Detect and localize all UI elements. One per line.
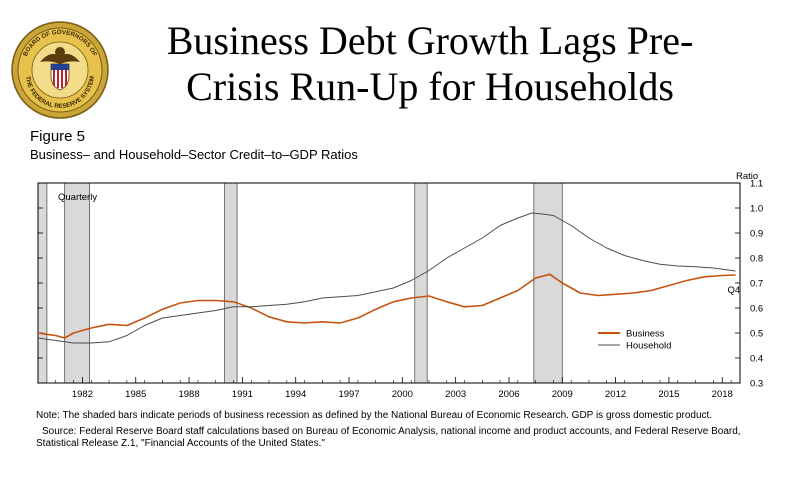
y-tick-label-4: 0.7 — [750, 279, 763, 290]
y-tick-label-3: 0.6 — [750, 304, 763, 315]
note-text: Note: The shaded bars indicate periods o… — [36, 410, 713, 421]
x-tick-label-3: 1991 — [232, 389, 253, 400]
series-line-business — [37, 273, 736, 339]
y-axis-label: Ratio — [736, 171, 758, 182]
x-tick-label-12: 2018 — [712, 389, 733, 400]
figure-label: Figure 5 — [30, 128, 86, 145]
slide-title: Business Debt Growth Lags Pre-Crisis Run… — [166, 18, 694, 109]
x-tick-label-4: 1994 — [285, 389, 306, 400]
recession-bar-1 — [64, 182, 90, 384]
y-tick-label-7: 1.0 — [750, 204, 763, 215]
y-tick-label-1: 0.4 — [750, 354, 763, 365]
series-line-household — [37, 212, 736, 344]
y-tick-label-5: 0.8 — [750, 254, 763, 265]
y-tick-label-8: 1.1 — [750, 179, 763, 190]
x-tick-label-0: 1982 — [72, 389, 93, 400]
y-tick-label-2: 0.5 — [750, 329, 763, 340]
source-text: Source: Federal Reserve Board staff calc… — [36, 425, 741, 450]
x-tick-label-8: 2006 — [498, 389, 519, 400]
x-tick-label-2: 1988 — [178, 389, 199, 400]
recession-bar-4 — [533, 182, 563, 384]
frequency-label: Quarterly — [58, 192, 97, 203]
x-tick-label-1: 1985 — [125, 389, 146, 400]
x-tick-label-7: 2003 — [445, 389, 466, 400]
x-tick-label-9: 2009 — [552, 389, 573, 400]
recession-bar-2 — [224, 182, 238, 384]
y-tick-label-0: 0.3 — [750, 379, 763, 390]
series-end-label: Q4 — [728, 285, 741, 296]
x-tick-label-6: 2000 — [392, 389, 413, 400]
recession-bar-3 — [414, 182, 428, 384]
y-tick-label-6: 0.9 — [750, 229, 763, 240]
legend-label-household: Household — [626, 341, 671, 352]
x-tick-label-11: 2015 — [658, 389, 679, 400]
federal-reserve-seal-logo: BOARD OF GOVERNORS OF THE FEDERAL RESERV… — [11, 21, 109, 119]
plot-frame — [37, 182, 741, 384]
x-tick-label-10: 2012 — [605, 389, 626, 400]
figure-notes: Note: The shaded bars indicate periods o… — [36, 410, 756, 454]
x-tick-label-5: 1997 — [338, 389, 359, 400]
figure-subtitle: Business– and Household–Sector Credit–to… — [30, 147, 358, 162]
legend-label-business: Business — [626, 329, 665, 340]
